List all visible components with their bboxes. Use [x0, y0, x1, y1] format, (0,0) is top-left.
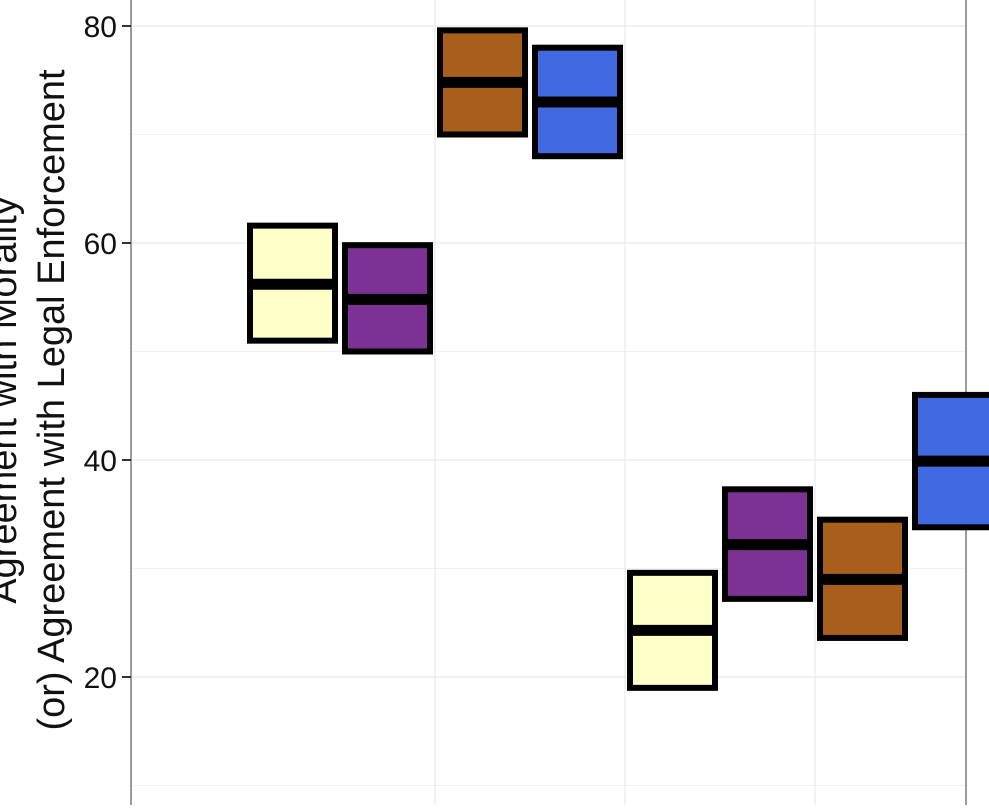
y-tick-label: 60 [84, 228, 117, 261]
y-tick-label: 20 [84, 662, 117, 695]
y-axis-title: Agreement with Morality (or) Agreement w… [0, 69, 73, 731]
y-axis-title-line-2: (or) Agreement with Legal Enforcement [31, 69, 73, 731]
y-tick-label: 40 [84, 445, 117, 478]
y-tick-label: 80 [84, 11, 117, 44]
plot-boxes [247, 27, 989, 691]
y-axis-title-line-1: Agreement with Morality [0, 196, 25, 604]
y-axis: 20 40 60 80 [84, 11, 131, 695]
